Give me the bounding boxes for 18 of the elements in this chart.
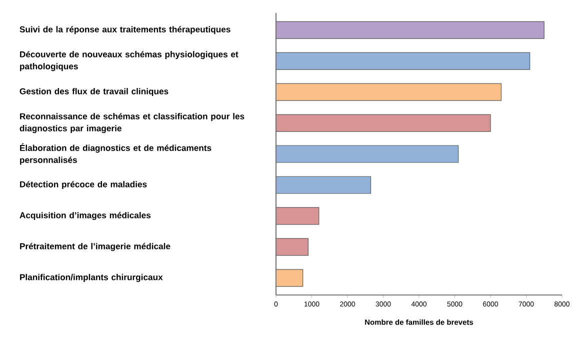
y-tick-label: Prétraitement de l’imagerie médicale: [20, 242, 170, 252]
bar: [276, 21, 544, 39]
bar: [276, 145, 459, 163]
y-tick-label: Planification/implants chirurgicaux: [20, 274, 163, 282]
y-tick-label: Gestion des flux de travail cliniques: [20, 88, 168, 96]
y-tick-label: Acquisition d’images médicales: [20, 212, 151, 220]
y-tick-label: Reconnaissance de schémas et classification pour les diagnostics par imagerie: [20, 112, 244, 134]
y-tick-label: Élaboration de diagnostics et de médicaments personnalisés: [20, 143, 212, 165]
y-tick-label: Suivi de la réponse aux traitements thérapeutiques: [20, 26, 230, 34]
bar: [276, 114, 491, 132]
bar: [276, 52, 530, 70]
y-tick-label: Découverte de nouveaux schémas physiologiques et pathologiques: [20, 50, 238, 72]
bar: [276, 207, 320, 225]
bar: [276, 238, 308, 256]
y-tick-label: Détection précoce de maladies: [20, 180, 147, 190]
bar: [276, 83, 502, 101]
bar: [276, 176, 372, 194]
bar: [276, 269, 304, 287]
